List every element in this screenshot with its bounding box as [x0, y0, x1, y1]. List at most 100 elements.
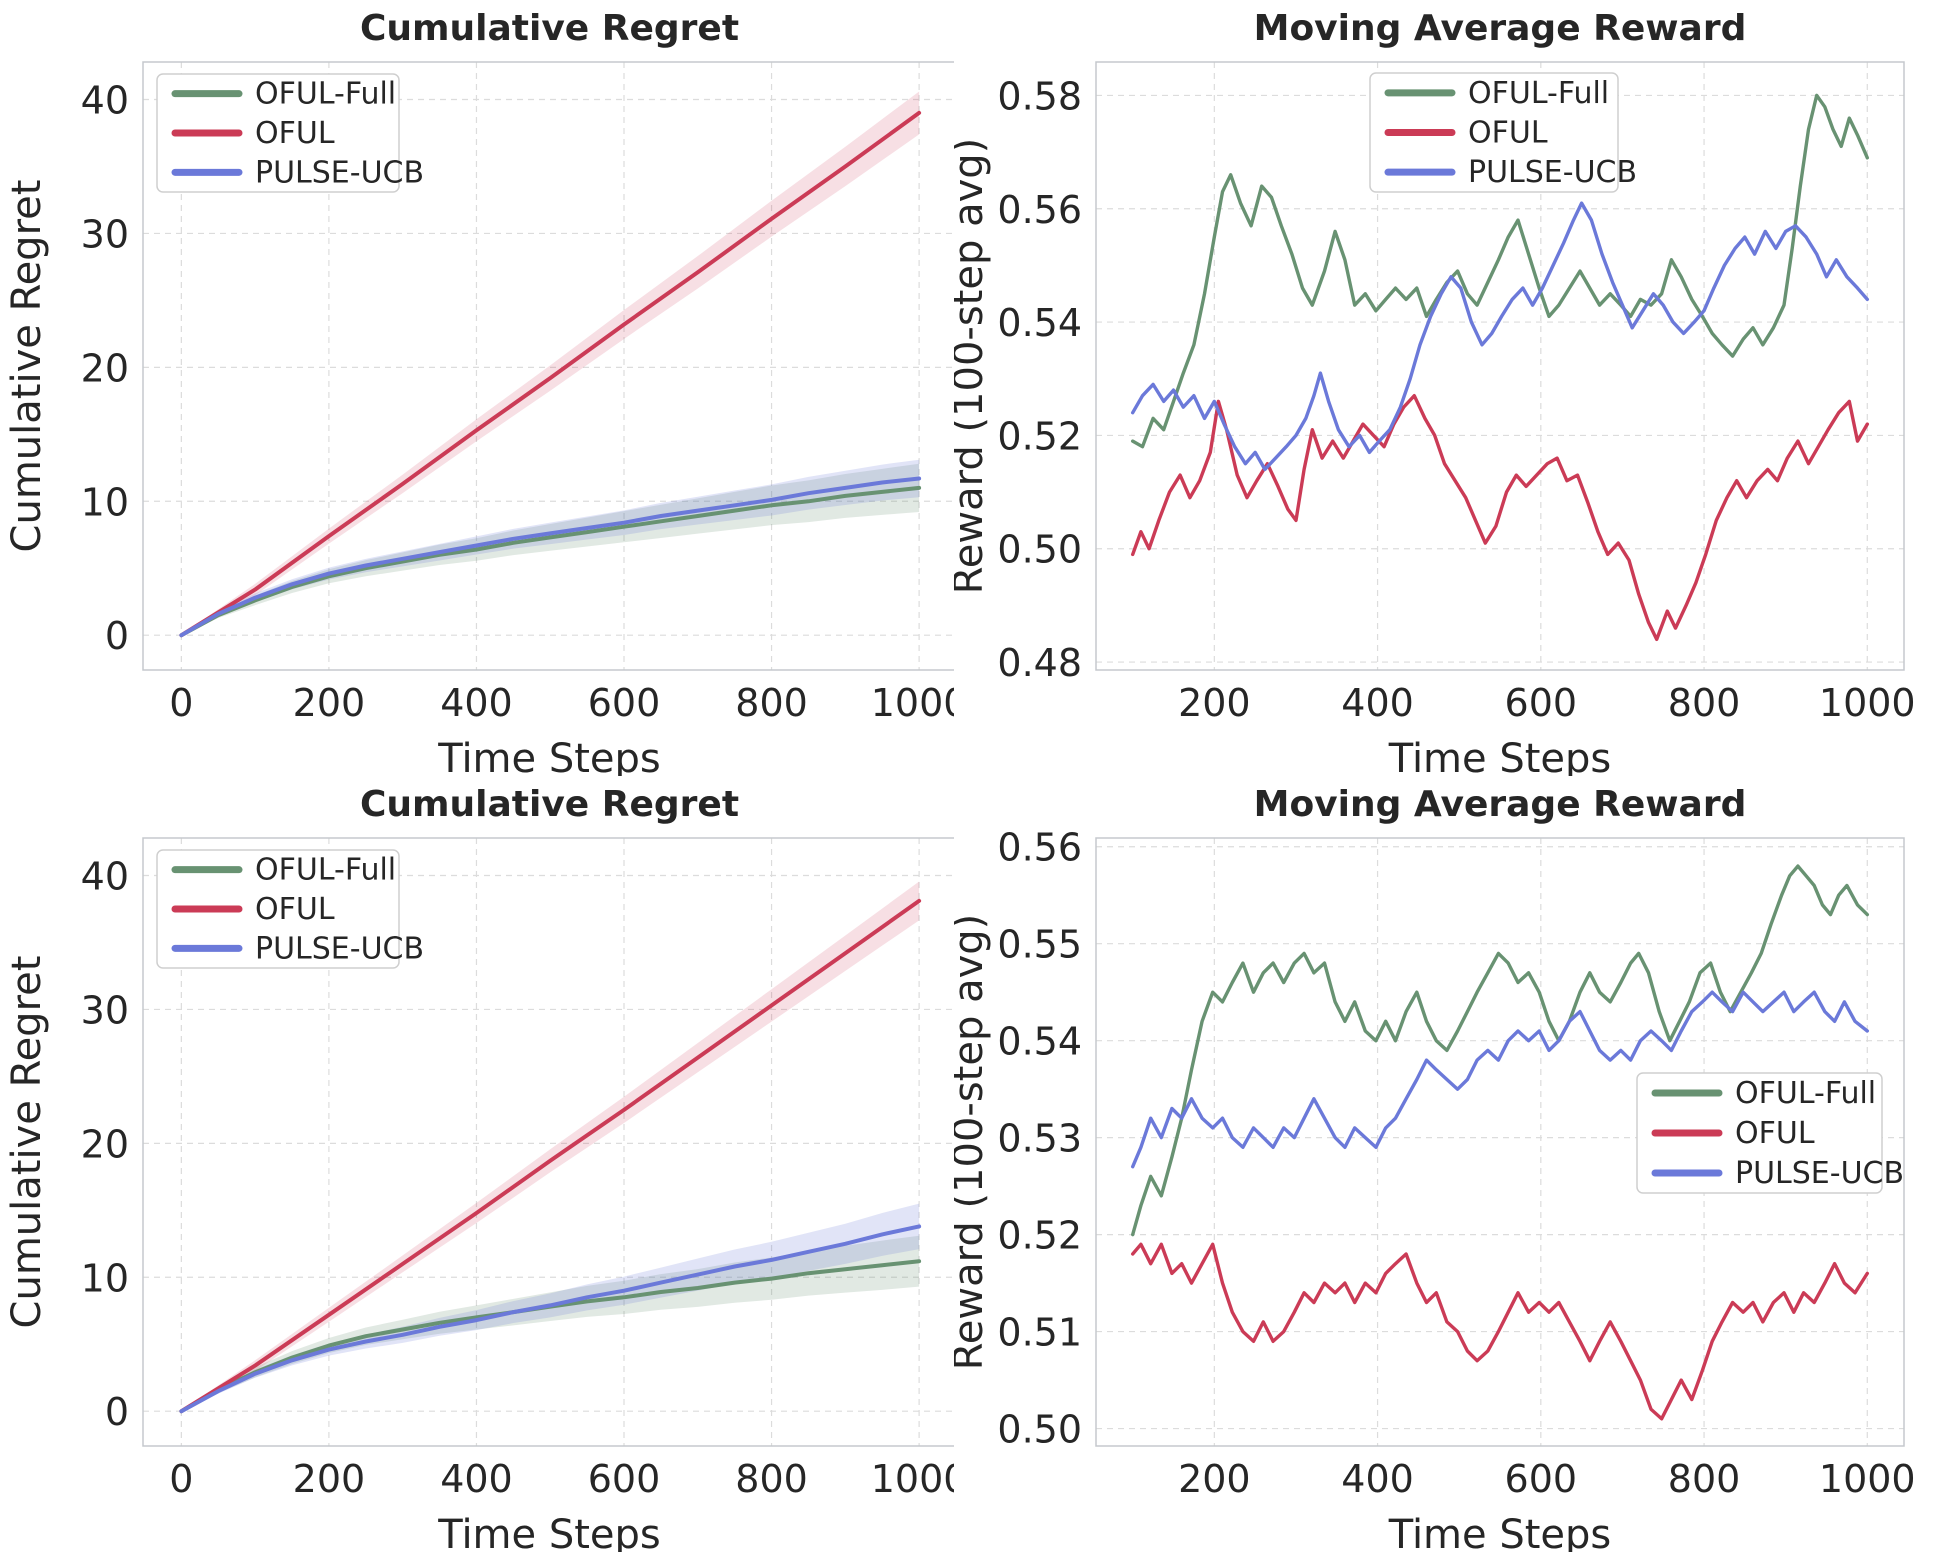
x-tick-label: 200 — [1178, 1457, 1251, 1501]
legend: OFUL-Full OFUL PULSE-UCB — [156, 849, 424, 969]
x-axis-title: Time Steps — [1388, 736, 1612, 776]
x-tick-label: 600 — [1505, 681, 1578, 725]
x-tick-label: 200 — [1178, 681, 1251, 725]
chart-title: Moving Average Reward — [1254, 8, 1747, 49]
series-line-pulse-ucb — [179, 1224, 922, 1414]
x-tick-label: 800 — [1668, 681, 1741, 725]
x-tick-label: 800 — [1668, 1457, 1741, 1501]
series-line-oful — [179, 110, 922, 638]
legend-label: OFUL — [1735, 1116, 1815, 1151]
y-tick-label: 20 — [81, 346, 129, 390]
y-tick-label: 20 — [81, 1122, 129, 1166]
y-tick-label: 0.52 — [997, 414, 1082, 458]
legend-item: PULSE-UCB — [171, 155, 424, 190]
y-tick-label: 0 — [105, 614, 129, 658]
legend: OFUL-Full OFUL PULSE-UCB — [1369, 72, 1637, 193]
y-tick-label: 0 — [105, 1390, 129, 1434]
y-tick-label: 30 — [81, 988, 129, 1032]
legend-label: OFUL-Full — [255, 77, 396, 112]
legend-label: OFUL-Full — [1468, 76, 1609, 111]
legend-item: OFUL — [171, 116, 335, 151]
y-tick-label: 0.56 — [997, 826, 1082, 870]
legend-box — [156, 73, 400, 193]
legend-box — [1636, 1072, 1883, 1194]
y-tick-label: 40 — [81, 78, 129, 122]
legend-label: OFUL — [255, 892, 335, 927]
x-tick-label: 400 — [440, 681, 513, 725]
chart-title: Cumulative Regret — [360, 784, 739, 825]
legend-item: OFUL-Full — [171, 77, 396, 112]
legend-label: PULSE-UCB — [1468, 155, 1637, 190]
chart-title: Moving Average Reward — [1254, 784, 1747, 825]
x-tick-label: 1000 — [1819, 681, 1916, 725]
x-tick-label: 0 — [169, 1457, 193, 1501]
x-tick-label: 800 — [735, 681, 808, 725]
x-axis-title: Time Steps — [437, 736, 661, 776]
axes-frame — [142, 837, 954, 1447]
y-tick-label: 0.50 — [997, 1408, 1082, 1452]
legend-box — [156, 849, 400, 969]
y-axis-title: Cumulative Regret — [4, 956, 50, 1329]
legend-item: OFUL-Full — [171, 853, 396, 888]
x-tick-label: 1000 — [1819, 1457, 1916, 1501]
chart-cumulative-regret-2: 0 200 400 600 800 1000 0 10 20 30 40 Cumulative Reg… — [4, 784, 954, 1552]
y-tick-label: 0.53 — [997, 1117, 1082, 1161]
y-tick-label: 0.52 — [997, 1214, 1082, 1258]
y-tick-label: 0.55 — [997, 923, 1082, 967]
x-tick-label: 800 — [735, 1457, 808, 1501]
x-tick-label: 200 — [293, 681, 366, 725]
series-line-oful — [1130, 1242, 1869, 1421]
legend-item: OFUL — [1384, 116, 1548, 151]
y-tick-label: 0.58 — [997, 74, 1082, 118]
legend-item: OFUL-Full — [1651, 1076, 1876, 1111]
x-tick-label: 200 — [293, 1457, 366, 1501]
y-tick-label: 0.54 — [997, 301, 1082, 345]
legend-label: PULSE-UCB — [255, 155, 424, 190]
y-tick-label: 30 — [81, 212, 129, 256]
series-line-oful-full — [179, 485, 922, 638]
axes-frame — [142, 61, 954, 671]
x-tick-label: 1000 — [871, 1457, 954, 1501]
legend-label: OFUL-Full — [1735, 1076, 1876, 1111]
y-tick-label: 40 — [81, 854, 129, 898]
series-line-oful-full — [1130, 93, 1869, 449]
legend-label: OFUL — [1468, 116, 1548, 151]
legend-label: PULSE-UCB — [1735, 1156, 1904, 1191]
x-axis-title: Time Steps — [437, 1512, 661, 1552]
axes-frame — [1095, 837, 1905, 1447]
legend: OFUL-Full OFUL PULSE-UCB — [1636, 1072, 1904, 1194]
series-line-pulse-ucb — [1130, 990, 1869, 1169]
legend-label: OFUL-Full — [255, 853, 396, 888]
chart-moving-average-reward-1: 200 400 600 800 1000 0.48 0.50 0.52 0.54 0.56 0.58… — [954, 8, 1916, 776]
y-tick-label: 0.50 — [997, 528, 1082, 572]
legend-item: PULSE-UCB — [1651, 1156, 1904, 1191]
chart-moving-average-reward-2: 200 400 600 800 1000 0.50 0.51 0.52 0.53 0.54 0.55… — [954, 784, 1916, 1552]
series-band-oful-full — [181, 1235, 920, 1412]
legend: OFUL-Full OFUL PULSE-UCB — [156, 73, 424, 193]
y-tick-label: 10 — [81, 1256, 129, 1300]
x-tick-label: 600 — [588, 1457, 661, 1501]
x-tick-label: 0 — [169, 681, 193, 725]
y-tick-label: 0.54 — [997, 1020, 1082, 1064]
y-axis-title: Reward (100-step avg) — [954, 914, 992, 1370]
series-line-oful-full — [1130, 864, 1869, 1237]
legend-box — [1369, 72, 1619, 193]
x-tick-label: 400 — [1341, 681, 1414, 725]
series-line-pulse-ucb — [179, 476, 922, 638]
x-axis-title: Time Steps — [1388, 1512, 1612, 1552]
chart-cumulative-regret-1: 0 200 400 600 800 1000 0 10 20 30 40 Cumulative Reg… — [4, 8, 954, 776]
chart-title: Cumulative Regret — [360, 8, 739, 49]
legend-item: OFUL-Full — [1384, 76, 1609, 111]
x-tick-label: 600 — [588, 681, 661, 725]
axes-frame — [1095, 61, 1905, 671]
series-line-oful — [1130, 394, 1869, 642]
x-tick-label: 400 — [1341, 1457, 1414, 1501]
legend-item: OFUL — [171, 892, 335, 927]
y-tick-label: 0.48 — [997, 641, 1082, 685]
legend-item: OFUL — [1651, 1116, 1815, 1151]
legend-label: PULSE-UCB — [255, 931, 424, 966]
y-tick-label: 10 — [81, 480, 129, 524]
legend-item: PULSE-UCB — [171, 931, 424, 966]
x-tick-label: 400 — [440, 1457, 513, 1501]
